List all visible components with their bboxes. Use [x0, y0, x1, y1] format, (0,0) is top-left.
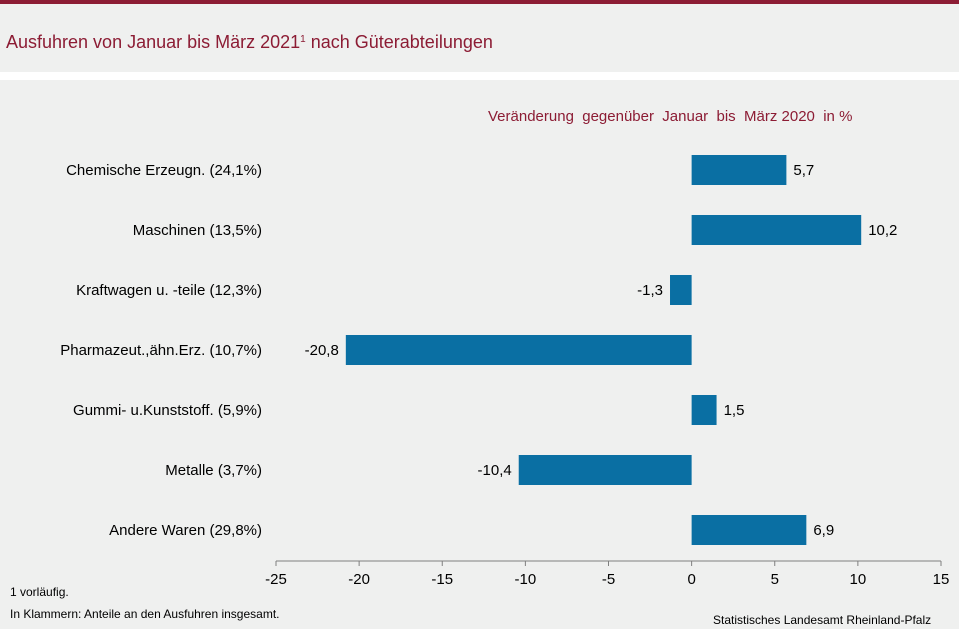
category-label: Kraftwagen u. -teile (12,3%) [76, 282, 262, 299]
data-label: -10,4 [478, 462, 512, 479]
top-accent-bar [0, 0, 959, 4]
title-suffix: nach Güterabteilungen [305, 32, 493, 52]
x-tick-label: -25 [265, 571, 287, 588]
category-label: Chemische Erzeugn. (24,1%) [66, 162, 262, 179]
bar [691, 215, 862, 245]
data-label: -20,8 [305, 342, 339, 359]
x-tick-label: 5 [771, 571, 779, 588]
x-tick-label: -10 [515, 571, 537, 588]
category-label: Maschinen (13,5%) [133, 222, 262, 239]
category-label: Metalle (3,7%) [165, 462, 262, 479]
bar [518, 455, 692, 485]
title-footnote-marker: 1 [300, 34, 306, 45]
data-label: 1,5 [724, 402, 745, 419]
bar [691, 155, 787, 185]
page-title: Ausfuhren von Januar bis März 20211 nach… [6, 32, 493, 53]
bar [670, 275, 692, 305]
category-label: Pharmazeut.,ähn.Erz. (10,7%) [60, 342, 262, 359]
data-label: 6,9 [813, 522, 834, 539]
header-separator [0, 72, 959, 80]
category-label: Gummi- u.Kunststoff. (5,9%) [73, 402, 262, 419]
footnote-preliminary: 1 vorläufig. [10, 585, 69, 599]
x-tick-label: 0 [687, 571, 695, 588]
chart-subtitle: Veränderung gegenüber Januar bis März 20… [488, 108, 852, 125]
x-tick-label: -5 [602, 571, 615, 588]
x-tick-label: 15 [933, 571, 950, 588]
x-tick-label: 10 [850, 571, 867, 588]
x-tick-label: -20 [348, 571, 370, 588]
footnote-shares: In Klammern: Anteile an den Ausfuhren in… [10, 607, 280, 621]
bar [691, 515, 807, 545]
bar-chart: Veränderung gegenüber Januar bis März 20… [60, 108, 950, 588]
bar [345, 335, 692, 365]
data-label: 5,7 [793, 162, 814, 179]
bar [691, 395, 717, 425]
data-label: 10,2 [868, 222, 897, 239]
category-label: Andere Waren (29,8%) [109, 522, 262, 539]
chart-panel: Veränderung gegenüber Januar bis März 20… [0, 80, 959, 629]
x-tick-label: -15 [431, 571, 453, 588]
data-label: -1,3 [637, 282, 663, 299]
header: Ausfuhren von Januar bis März 20211 nach… [0, 4, 959, 72]
title-main: Ausfuhren von Januar bis März 2021 [6, 32, 301, 52]
source-credit: Statistisches Landesamt Rheinland-Pfalz [713, 613, 932, 627]
